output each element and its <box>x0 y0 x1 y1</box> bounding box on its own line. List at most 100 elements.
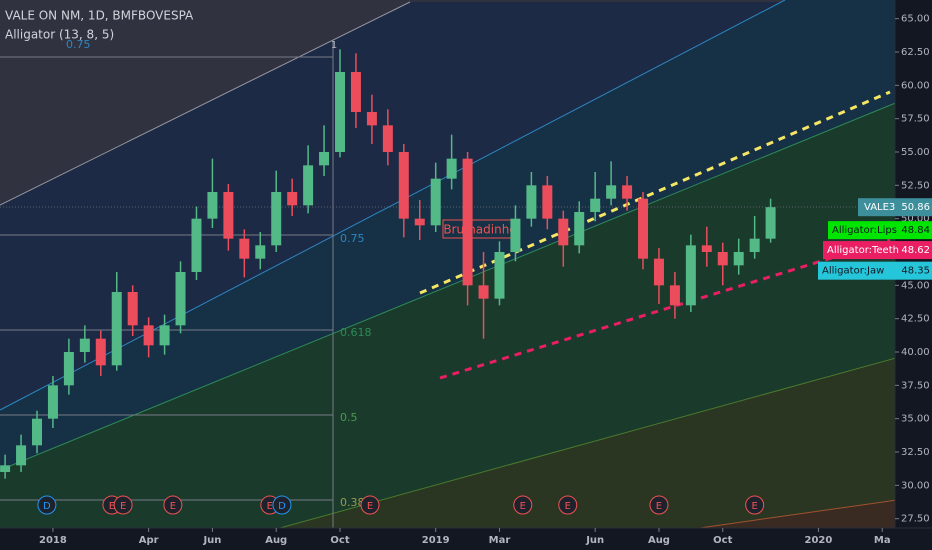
y-tick-label: 45.00 <box>901 280 930 291</box>
candle-body <box>95 338 106 366</box>
y-tick-label: 62.50 <box>901 47 930 58</box>
candle-body <box>0 465 11 472</box>
candle-body <box>159 325 170 346</box>
event-label: E <box>267 501 273 512</box>
y-tick-label: 65.00 <box>901 14 930 25</box>
candle-body <box>271 192 282 246</box>
indicator-label-name: Alligator:Lips <box>832 225 897 236</box>
fib-label: 1 <box>331 40 337 51</box>
y-tick-label: 50.00 <box>901 214 930 225</box>
fib-label: 0.5 <box>340 411 358 424</box>
trend-line <box>439 238 891 380</box>
indicator-label-name: Alligator:Teeth <box>827 245 899 256</box>
indicator-label-value: 48.62 <box>901 245 930 256</box>
candle-body <box>638 198 649 259</box>
x-tick-label: Jun <box>202 535 221 546</box>
y-tick-label: 52.50 <box>901 180 930 191</box>
candle-body <box>606 185 617 199</box>
candle-body <box>510 218 521 252</box>
candle-body <box>191 218 202 272</box>
x-tick-label: 2020 <box>805 535 833 546</box>
candle-body <box>701 245 712 252</box>
candle-body <box>494 252 505 299</box>
x-tick-label: Aug <box>648 535 670 546</box>
event-marker <box>37 495 57 515</box>
event-marker <box>649 495 669 515</box>
candle-body <box>430 178 441 226</box>
fan-line <box>699 499 895 528</box>
event-marker <box>113 495 133 515</box>
indicator-label-value: 48.84 <box>901 225 930 236</box>
candle-body <box>622 185 633 199</box>
event-label: E <box>170 501 176 512</box>
candle-body <box>574 212 585 246</box>
annotation: Brumadinho <box>443 223 516 237</box>
candle-body <box>733 252 744 266</box>
x-tick-label: 2019 <box>422 535 450 546</box>
x-tick-label: Jun <box>585 535 604 546</box>
candle-body <box>31 418 42 446</box>
candle-body <box>653 258 664 286</box>
candle-body <box>382 125 393 152</box>
candle-body <box>79 338 90 352</box>
x-tick-label: Aug <box>265 535 287 546</box>
y-tick-label: 27.50 <box>901 514 930 525</box>
event-marker <box>558 495 578 515</box>
price-label-name: VALE3 <box>864 202 895 213</box>
candle-body <box>287 192 298 206</box>
candle-body <box>63 352 74 386</box>
indicator-label-box <box>818 261 932 280</box>
x-tick-label: Apr <box>139 535 159 546</box>
event-label: E <box>751 501 757 512</box>
y-tick-label: 42.50 <box>901 314 930 325</box>
event-label: E <box>656 501 662 512</box>
indicator-label-value: 48.35 <box>901 266 930 277</box>
x-tick-label: 2018 <box>39 535 67 546</box>
event-label: E <box>120 501 126 512</box>
candle-body <box>478 285 489 299</box>
y-tick-label: 57.50 <box>901 114 930 125</box>
candle-body <box>350 72 361 112</box>
event-label: E <box>367 501 373 512</box>
indicator-label-box <box>823 241 932 260</box>
x-tick-label: Oct <box>330 535 349 546</box>
y-tick-label: 60.00 <box>901 80 930 91</box>
candle-body <box>319 152 330 166</box>
fan-line <box>0 1 411 206</box>
candle-body <box>542 185 553 219</box>
candle-body <box>255 245 266 259</box>
candle-body <box>398 152 409 219</box>
candle-body <box>446 158 457 179</box>
price-label-value: 50.86 <box>901 202 930 213</box>
event-label: E <box>520 501 526 512</box>
event-label: E <box>565 501 571 512</box>
indicator-name: Alligator (13, 8, 5) <box>5 28 114 42</box>
candle-body <box>127 292 138 326</box>
candle-body <box>239 238 250 259</box>
candle-body <box>749 238 760 252</box>
fan-line <box>279 357 895 528</box>
candle-body <box>47 385 58 419</box>
candle-body <box>16 445 27 466</box>
indicator-label-name: Alligator:Jaw <box>822 266 884 277</box>
x-tick-label: Ma <box>874 535 891 546</box>
event-marker <box>745 495 765 515</box>
event-marker <box>513 495 533 515</box>
event-marker <box>360 495 380 515</box>
chart-title: VALE ON NM, 1D, BMFBOVESPA <box>5 9 194 23</box>
candle-body <box>175 272 186 326</box>
candle-body <box>669 285 680 306</box>
event-label: D <box>278 501 286 512</box>
fan-line <box>0 0 786 411</box>
candle-body <box>335 72 346 152</box>
candle-body <box>207 192 218 219</box>
y-tick-label: 30.00 <box>901 480 930 491</box>
fib-label: 0.75 <box>340 232 365 245</box>
y-tick-label: 37.50 <box>901 380 930 391</box>
candle-body <box>303 165 314 206</box>
candle-body <box>111 292 122 366</box>
fib-fan <box>0 0 895 528</box>
candle-body <box>685 245 696 306</box>
y-tick-label: 40.00 <box>901 347 930 358</box>
